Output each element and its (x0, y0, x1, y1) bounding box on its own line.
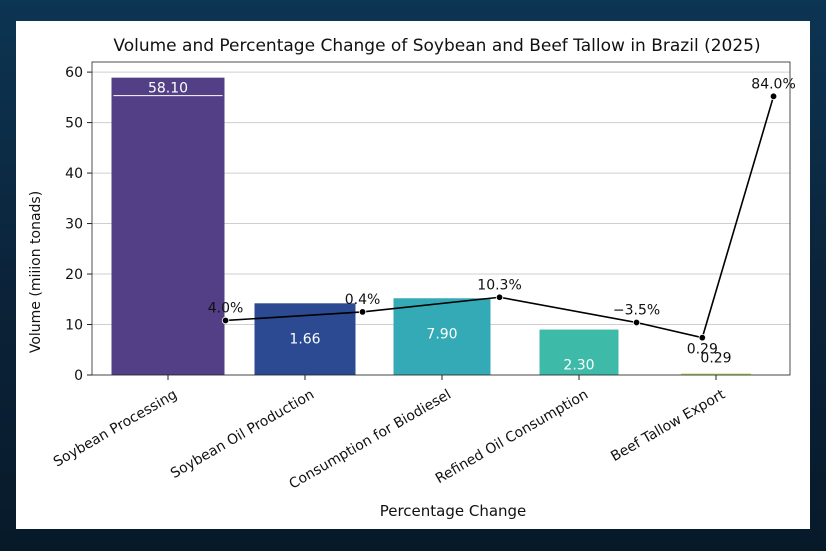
percent-point (221, 316, 230, 325)
y-tick-label: 20 (65, 267, 83, 283)
percent-label: 0.4% (345, 292, 381, 308)
y-tick-label: 60 (65, 65, 83, 81)
chart-card: Volume and Percentage Change of Soybean … (16, 21, 810, 529)
percent-point (632, 318, 641, 327)
x-tick-label: Soybean Oil Production (168, 387, 317, 482)
bar-label: 58.10 (148, 81, 188, 97)
y-tick-label: 40 (65, 166, 83, 182)
bar-labels: 58.10 1.66 7.90 2.30 0.29 (148, 81, 732, 374)
y-tick-label: 10 (65, 318, 83, 334)
bar-label: 1.66 (289, 331, 320, 347)
bar-label: 2.30 (563, 358, 594, 374)
bar-1 (111, 77, 225, 376)
bar-5 (681, 373, 751, 375)
percent-point (698, 333, 706, 342)
percent-label: 84.0% (751, 76, 795, 92)
bar-label: 0.29 (700, 351, 731, 367)
percent-label: 0.29 (687, 342, 718, 358)
percent-line-path (225, 96, 775, 339)
y-axis-label: Volume (miiion tonads) (28, 191, 44, 353)
x-axis-label: Percentage Change (380, 502, 527, 520)
x-tick-label: Beef Tallow Export (608, 386, 728, 465)
y-tick-label: 0 (74, 368, 83, 384)
percent-point (495, 293, 504, 301)
percent-label: −3.5% (613, 302, 660, 318)
bar-4 (539, 329, 619, 375)
percent-line: 4.0% 0.4% 10.3% −3.5% 0.29 84.0% (208, 76, 796, 357)
chart-title: Volume and Percentage Change of Soybean … (113, 36, 760, 56)
chart-svg: Volume and Percentage Change of Soybean … (28, 36, 796, 520)
percent-label: 10.3% (477, 277, 521, 293)
percent-point (769, 92, 778, 101)
x-tick-label: Refined Oil Consumption (433, 387, 591, 488)
bar-label: 7.90 (426, 326, 457, 342)
y-tick-label: 30 (65, 217, 83, 233)
plot-frame (91, 61, 791, 376)
y-tick-label: 50 (65, 116, 83, 132)
percent-label: 4.0% (208, 300, 244, 316)
percent-point (358, 308, 367, 316)
x-tick-label: Soybean Processing (51, 387, 180, 471)
y-axis: 0 10 20 30 40 50 60 (65, 65, 92, 384)
bar-3 (393, 298, 491, 375)
